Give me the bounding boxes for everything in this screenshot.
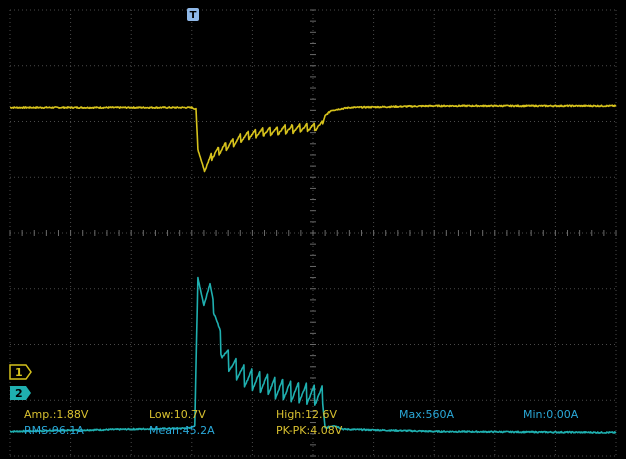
ch2-marker-label: 2 (15, 387, 23, 400)
measurement-amp: Amp.:1.88V (24, 408, 89, 421)
trigger-marker-label: T (190, 10, 197, 21)
ch1-marker-label: 1 (15, 366, 23, 379)
graticule (9, 9, 617, 457)
measurement-max: Max:560A (399, 408, 454, 421)
ch2-ground-marker[interactable]: 2 (10, 386, 31, 400)
measurement-low: Low:10.7V (149, 408, 206, 421)
measurement-min: Min:0.00A (523, 408, 579, 421)
measurement-rms: RMS:96.1A (24, 424, 84, 437)
ch1-ground-marker[interactable]: 1 (9, 364, 32, 380)
measurement-mean: Mean:45.2A (149, 424, 215, 437)
trace-ch2 (9, 276, 617, 434)
measurement-pkpk: PK-PK:4.08V (276, 424, 343, 437)
trigger-marker[interactable]: T (187, 8, 199, 21)
trace-ch1 (9, 104, 617, 173)
measurement-high: High:12.6V (276, 408, 338, 421)
traces (9, 104, 617, 434)
markers: T 1 2 (9, 8, 199, 400)
